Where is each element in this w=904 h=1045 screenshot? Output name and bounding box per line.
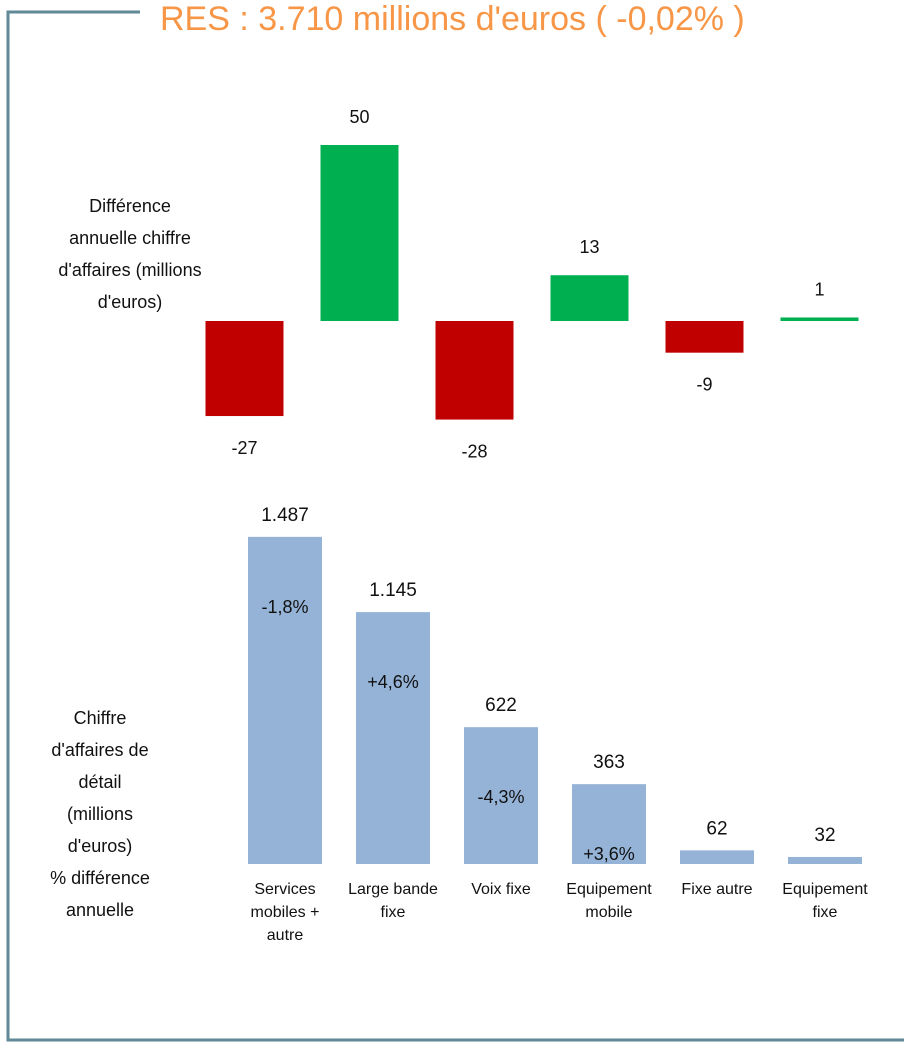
y-axis-label: Chiffre d'affaires de détail (millions d'eur…	[30, 702, 170, 926]
x-tick-label: Equipement fixe	[782, 881, 868, 921]
x-tick-label: Equipement mobile	[566, 881, 652, 921]
y-axis-label: Différence annuelle chiffre d'affaires (…	[58, 196, 202, 312]
bar	[205, 321, 284, 417]
y-axis-label-line: (millions	[66, 804, 133, 824]
bar	[464, 727, 538, 864]
value-label: 1.145	[369, 580, 417, 601]
value-label: -9	[696, 375, 712, 395]
bar	[572, 784, 646, 864]
x-tick-label: Large bande fixe	[348, 881, 438, 921]
frame	[6, 10, 904, 1042]
bar	[320, 145, 399, 321]
title: RES : 3.710 millions d'euros ( -0,02% )	[160, 0, 745, 38]
value-label: 50	[349, 107, 369, 127]
bar	[780, 317, 859, 321]
value-label: 1.487	[261, 505, 309, 526]
y-axis-label-line: d'affaires de	[51, 740, 149, 760]
value-label: -27	[231, 438, 257, 458]
y-axis-label-line: annuelle	[65, 900, 135, 920]
bar	[550, 275, 629, 321]
value-label: -28	[461, 442, 487, 462]
y-axis-label-line: Chiffre	[73, 708, 127, 728]
x-tick-label: Services mobiles + autre	[250, 881, 320, 944]
x-tick-label: Voix fixe	[471, 881, 531, 898]
bar	[680, 850, 754, 864]
value-label: 363	[593, 752, 625, 773]
value-label: 32	[814, 825, 835, 846]
bar	[356, 612, 430, 864]
bar	[788, 856, 862, 864]
y-axis-label-line: détail	[78, 772, 122, 792]
bar	[248, 536, 322, 864]
value-label: 622	[485, 695, 517, 716]
value-label: 62	[706, 818, 727, 839]
change-label: -4,3%	[477, 787, 524, 807]
bar	[665, 321, 744, 353]
change-label: +3,6%	[583, 844, 635, 864]
bar	[435, 321, 514, 420]
change-label: +4,6%	[367, 672, 419, 692]
change-label: -1,8%	[261, 597, 308, 617]
value-label: 1	[814, 279, 824, 299]
y-axis-label-line: % différence	[50, 868, 150, 888]
x-tick-label: Fixe autre	[681, 881, 753, 898]
value-label: 13	[579, 237, 599, 257]
y-axis-label-line: d'euros)	[67, 836, 133, 856]
